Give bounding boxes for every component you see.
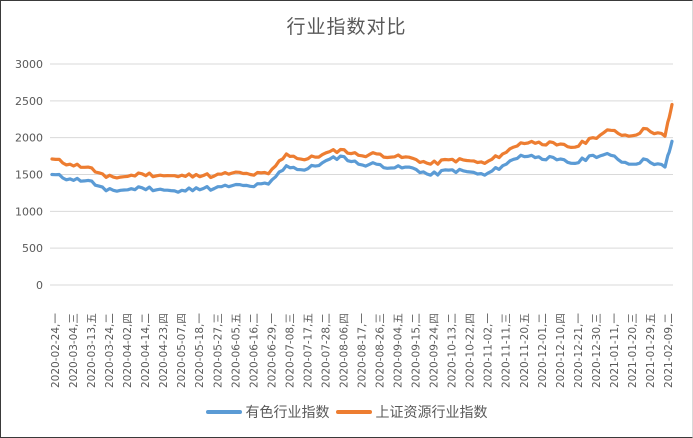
x-tick-label: 2020-10-22,四 bbox=[465, 313, 477, 388]
chart-title: 行业指数对比 bbox=[286, 16, 407, 38]
legend: 有色行业指数 上证资源行业指数 bbox=[0, 402, 693, 422]
legend-item-nonferrous[interactable]: 有色行业指数 bbox=[205, 402, 330, 422]
x-tick-label: 2020-05-27,三 bbox=[212, 313, 224, 388]
data-lines bbox=[50, 102, 674, 194]
x-tick-label: 2020-06-16,二 bbox=[248, 313, 260, 388]
y-tick-label: 0 bbox=[36, 279, 43, 292]
y-tick-label: 500 bbox=[22, 242, 43, 255]
x-tick-label: 2020-04-23,四 bbox=[158, 313, 170, 388]
series-line-resources bbox=[50, 102, 674, 180]
x-tick-label: 2020-04-14,二 bbox=[140, 313, 152, 388]
x-tick-label: 2020-12-01,二 bbox=[537, 313, 549, 388]
x-axis: 2020-02-24,一 2020-03-04,三 2020-03-13,五 2020… bbox=[50, 313, 675, 388]
legend-label: 上证资源行业指数 bbox=[375, 405, 488, 421]
x-tick-label: 2020-12-30,三 bbox=[591, 313, 603, 388]
y-axis: 0 500 1000 1500 2000 2500 3000 bbox=[15, 58, 43, 292]
x-tick-label: 2020-06-05,五 bbox=[230, 313, 242, 388]
x-tick-label: 2020-05-07,四 bbox=[176, 313, 188, 388]
x-tick-label: 2020-03-04,三 bbox=[68, 313, 80, 388]
legend-swatch-blue bbox=[205, 410, 242, 414]
x-tick-label: 2020-08-06,四 bbox=[338, 313, 350, 388]
x-tick-label: 2020-12-21,一 bbox=[573, 313, 585, 388]
y-tick-label: 1000 bbox=[15, 205, 43, 218]
x-tick-label: 2020-07-28,二 bbox=[320, 313, 332, 388]
legend-item-resources[interactable]: 上证资源行业指数 bbox=[335, 402, 488, 422]
x-tick-label: 2020-06-29,一 bbox=[266, 313, 278, 388]
y-tick-label: 1500 bbox=[15, 169, 43, 182]
x-tick-label: 2020-11-11,三 bbox=[501, 313, 513, 388]
y-tick-label: 2500 bbox=[15, 95, 43, 108]
x-tick-label: 2020-09-15,二 bbox=[411, 313, 423, 388]
x-tick-label: 2020-03-13,五 bbox=[86, 313, 98, 388]
x-tick-label: 2020-07-17,五 bbox=[302, 313, 314, 388]
x-tick-label: 2020-12-10,四 bbox=[555, 313, 567, 388]
x-tick-label: 2020-11-02,一 bbox=[483, 313, 495, 388]
x-tick-label: 2020-09-24,四 bbox=[429, 313, 441, 388]
series-line-nonferrous bbox=[50, 139, 674, 194]
x-tick-label: 2020-07-08,三 bbox=[284, 313, 296, 388]
x-tick-label: 2020-09-04,五 bbox=[393, 313, 405, 388]
x-tick-label: 2020-11-20,五 bbox=[519, 313, 531, 388]
x-tick-label: 2021-01-29,五 bbox=[645, 313, 657, 388]
x-tick-label: 2020-02-24,一 bbox=[50, 313, 62, 388]
y-tick-label: 2000 bbox=[15, 132, 43, 145]
x-tick-label: 2020-08-17,一 bbox=[357, 313, 369, 388]
x-tick-label: 2020-08-26,三 bbox=[375, 313, 387, 388]
x-tick-label: 2021-01-20,三 bbox=[627, 313, 639, 388]
legend-swatch-orange bbox=[335, 410, 372, 414]
legend-label: 有色行业指数 bbox=[245, 405, 330, 421]
x-tick-label: 2020-10-13,二 bbox=[447, 313, 459, 388]
gridlines bbox=[50, 63, 673, 286]
x-tick-label: 2020-03-24,二 bbox=[104, 313, 116, 388]
x-tick-label: 2021-01-11,一 bbox=[609, 313, 621, 388]
x-tick-label: 2020-05-18,一 bbox=[194, 313, 206, 388]
y-tick-label: 3000 bbox=[15, 58, 43, 71]
x-tick-label: 2020-04-02,四 bbox=[122, 313, 134, 388]
x-tick-label: 2021-02-09,二 bbox=[663, 313, 675, 388]
